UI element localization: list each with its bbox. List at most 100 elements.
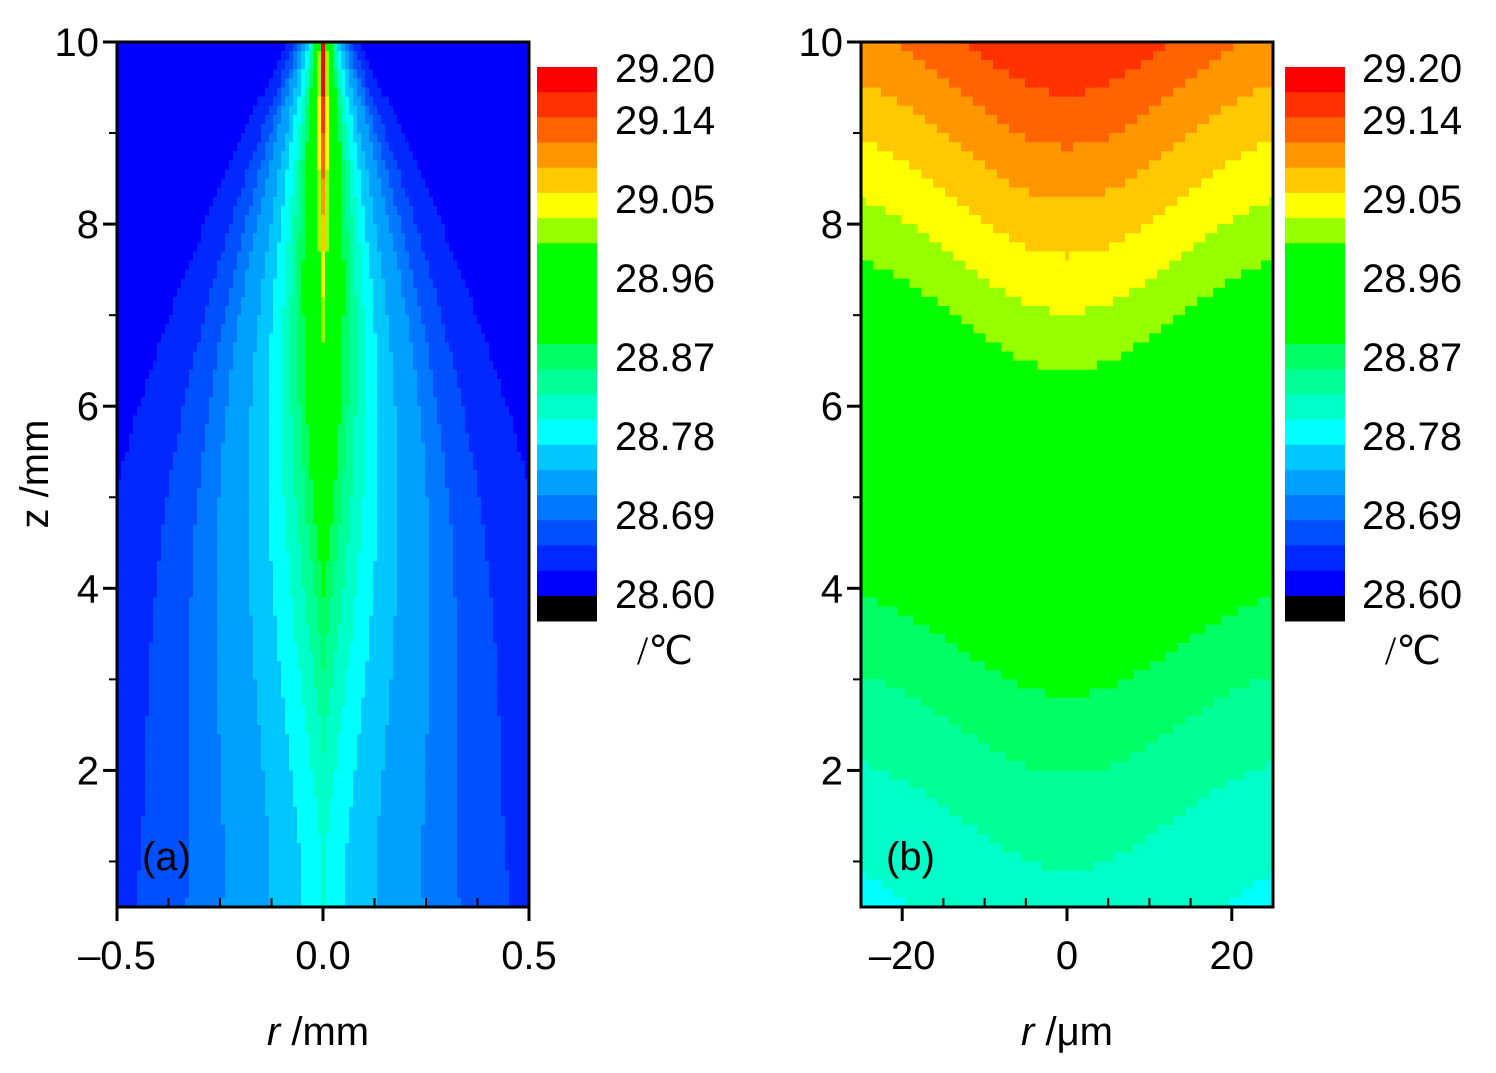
contour-cell [357,160,362,171]
contour-cell [273,133,278,143]
contour-cell [133,251,138,262]
contour-cell [389,187,394,198]
contour-cell [145,433,150,444]
contour-cell [117,142,122,152]
contour-cell [285,378,290,389]
contour-cell [445,51,450,61]
contour-cell [329,306,334,316]
contour-cell [177,142,182,152]
contour-cell [501,160,506,171]
contour-cell [129,351,134,362]
contour-cell [377,160,382,171]
contour-cell [421,360,426,371]
contour-cell [469,105,474,116]
contour-cell [421,142,426,152]
contour-cell [205,87,210,98]
contour-cell [421,397,426,407]
contour-cell [221,269,226,280]
contour-cell [321,51,326,61]
contour-cell [437,123,442,134]
contour-cell [129,269,134,280]
contour-cell [421,287,426,298]
contour-cell [425,215,430,225]
contour-cell [121,424,126,435]
contour-cell [357,224,362,234]
contour-cell [389,315,394,325]
contour-cell [497,242,502,253]
contour-cell [165,296,170,307]
contour-cell [393,388,398,398]
contour-cell [169,151,174,161]
contour-cell [409,133,414,143]
contour-cell [481,378,486,389]
contour-cell [405,87,410,98]
contour-cell [501,315,506,325]
contour-cell [345,114,350,125]
contour-cell [289,105,294,116]
contour-cell [453,306,458,316]
contour-cell [369,251,374,262]
contour-cell [253,196,258,207]
contour-cell [477,169,482,180]
contour-cell [117,60,122,70]
contour-cell [353,105,358,116]
contour-cell [377,296,382,307]
contour-cell [485,342,490,353]
contour-cell [385,151,390,161]
contour-cell [389,460,394,471]
contour-cell [121,479,126,489]
contour-cell [205,269,210,280]
contour-cell [293,369,298,380]
contour-cell [269,369,274,380]
contour-cell [365,424,370,435]
contour-cell [517,96,522,107]
contour-cell [293,424,298,435]
contour-cell [249,151,254,161]
contour-cell [465,169,470,180]
contour-cell [305,42,310,52]
contour-cell [213,378,218,389]
contour-cell [433,360,438,371]
contour-cell [193,142,198,152]
contour-cell [317,388,322,398]
contour-cell [161,142,166,152]
contour-cell [205,114,210,125]
contour-cell [497,469,502,480]
contour-cell [461,306,466,316]
contour-cell [317,378,322,389]
contour-cell [309,315,314,325]
contour-cell [353,215,358,225]
contour-cell [469,123,474,134]
contour-cell [117,87,122,98]
contour-cell [321,378,326,389]
contour-cell [149,451,154,462]
contour-cell [525,260,529,271]
contour-cell [205,451,210,462]
contour-cell [373,324,378,334]
contour-cell [369,87,374,98]
contour-cell [425,178,430,189]
contour-cell [173,306,178,316]
contour-cell [137,333,142,344]
contour-cell [489,451,494,462]
contour-cell [145,251,150,262]
contour-cell [465,215,470,225]
contour-cell [333,324,338,334]
contour-cell [441,187,446,198]
contour-cell [153,278,158,289]
contour-cell [385,123,390,134]
contour-cell [161,60,166,70]
contour-cell [157,378,162,389]
contour-cell [237,278,242,289]
contour-cell [473,351,478,362]
contour-cell [329,296,334,307]
contour-cell [457,96,462,107]
contour-cell [333,42,338,52]
contour-cell [293,378,298,389]
contour-cell [241,224,246,234]
contour-cell [509,215,514,225]
contour-cell [437,315,442,325]
contour-cell [425,114,430,125]
contour-cell [517,251,522,262]
contour-cell [237,51,242,61]
